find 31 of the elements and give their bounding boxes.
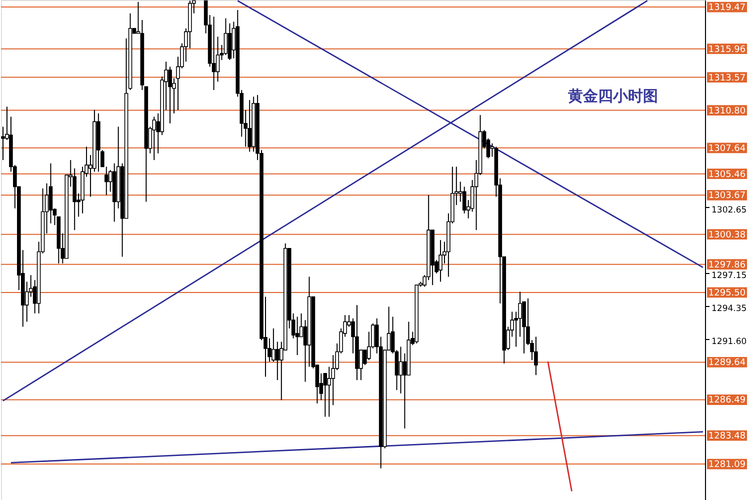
candlestick: [48, 162, 53, 224]
ref-line-label: 1281.09: [708, 460, 746, 470]
ref-line-label: 1297.86: [708, 260, 746, 270]
ref-line-label: 1295.50: [708, 288, 746, 298]
candlestick: [534, 336, 538, 376]
candlestick: [152, 116, 156, 161]
ref-line-label: 1319.47: [708, 3, 746, 14]
y-tick-label: 1302.65: [712, 205, 747, 216]
candlestick: [398, 346, 403, 394]
ref-line-label: 1300.38: [708, 230, 746, 240]
ref-line-label: 1313.57: [708, 73, 746, 84]
candlestick: [295, 316, 300, 356]
y-tick-label: 1297.15: [712, 270, 747, 281]
ref-line-label: 1310.80: [708, 106, 746, 116]
ref-line-label: 1289.64: [708, 358, 746, 368]
candlestick: [438, 240, 442, 282]
y-tick-label: 1294.35: [712, 304, 747, 314]
candlestick: [1, 126, 5, 161]
ref-line-label: 1286.49: [708, 396, 746, 406]
ref-line-label: 1283.48: [708, 432, 746, 442]
ref-line-label: 1307.64: [708, 144, 746, 154]
ref-line-label: 1315.96: [708, 44, 746, 55]
candlestick: [224, 18, 228, 56]
y-tick-label: 1291.60: [712, 336, 747, 347]
annotation: 黄金四小时图: [567, 87, 658, 105]
ref-line-label: 1305.46: [708, 170, 746, 180]
candlestick: [248, 100, 252, 152]
candlestick: [276, 341, 280, 381]
ref-line-label: 1303.67: [708, 191, 746, 202]
candlestick: [212, 16, 216, 91]
candlestick: [272, 328, 276, 362]
